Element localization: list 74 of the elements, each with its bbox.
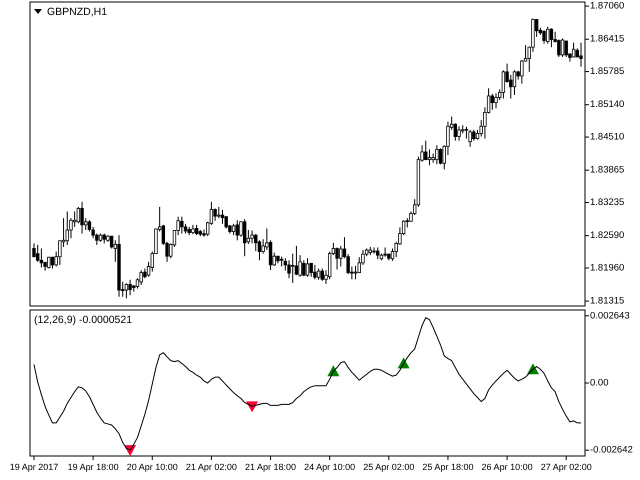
candlestick <box>220 209 224 224</box>
candlestick <box>72 211 76 228</box>
candlestick <box>76 206 80 224</box>
candlestick <box>32 242 36 258</box>
candlestick <box>250 230 254 244</box>
chart-title: (12,26,9) -0.0000521 <box>34 314 132 326</box>
candlestick <box>313 264 317 280</box>
candlestick <box>280 256 284 267</box>
chart-title: GBPNZD,H1 <box>47 6 108 18</box>
y-tick-label: 1.82590 <box>590 230 624 242</box>
x-tick-label: 25 Apr 02:00 <box>363 462 414 472</box>
y-tick-label: 1.86415 <box>590 34 624 45</box>
candlestick <box>217 206 220 219</box>
candlestick <box>383 246 387 258</box>
candlestick <box>542 30 546 44</box>
candlestick <box>47 256 50 270</box>
candlestick <box>431 152 435 164</box>
y-tick-label: -0.002642 <box>590 444 633 456</box>
candlestick <box>232 223 236 236</box>
candlestick <box>457 126 461 142</box>
candlestick <box>236 220 239 241</box>
y-tick-label: 1.83865 <box>590 164 624 176</box>
candlestick <box>438 148 442 165</box>
candlestick <box>102 233 106 244</box>
candlestick <box>494 92 498 109</box>
candlestick <box>428 148 432 166</box>
candlestick <box>191 224 195 235</box>
candlestick <box>180 216 184 234</box>
x-tick-label: 19 Apr 18:00 <box>68 462 119 472</box>
candlestick <box>354 265 358 280</box>
x-tick-label: 21 Apr 02:00 <box>186 462 237 472</box>
candlestick <box>468 129 472 148</box>
candlestick <box>520 60 524 84</box>
y-tick-label: 1.85140 <box>590 99 624 110</box>
candlestick <box>579 42 583 68</box>
x-tick-label: 25 Apr 18:00 <box>422 462 474 472</box>
candlestick <box>316 268 320 280</box>
y-tick-label: 1.87060 <box>590 0 624 12</box>
x-tick-label: 20 Apr 10:00 <box>126 462 178 472</box>
candlestick <box>50 256 54 270</box>
candlestick <box>309 262 313 278</box>
y-tick-label: 1.81960 <box>590 262 624 274</box>
candlestick <box>560 38 564 58</box>
x-tick-label: 27 Apr 02:00 <box>540 462 592 472</box>
y-tick-label: 0.00 <box>590 378 608 389</box>
candlestick <box>302 260 306 277</box>
candlestick <box>66 211 69 246</box>
candlestick <box>472 129 476 142</box>
candlestick <box>213 208 217 222</box>
y-tick-label: 0.002643 <box>590 310 630 322</box>
candlestick <box>490 93 494 110</box>
x-tick-label: 26 Apr 10:00 <box>482 462 533 472</box>
candlestick <box>564 40 568 58</box>
candlestick <box>40 248 44 268</box>
candlestick <box>376 246 380 260</box>
candlestick <box>546 26 550 44</box>
candlestick <box>550 28 554 48</box>
candlestick <box>80 201 84 234</box>
x-tick-label: 21 Apr 18:00 <box>245 462 296 472</box>
candlestick <box>320 268 324 282</box>
candlestick <box>139 270 143 286</box>
candlestick <box>572 42 576 58</box>
candlestick <box>335 246 339 270</box>
x-tick-label: 24 Apr 10:00 <box>304 462 356 472</box>
y-tick-label: 1.81315 <box>590 296 624 307</box>
candlestick <box>242 218 246 257</box>
y-tick-label: 1.85785 <box>590 66 624 78</box>
y-tick-label: 1.83235 <box>590 197 624 208</box>
candlestick <box>124 282 128 299</box>
candlestick <box>128 279 132 296</box>
y-tick-label: 1.84510 <box>590 132 624 143</box>
x-tick-label: 19 Apr 2017 <box>10 462 58 472</box>
candlestick <box>435 144 439 165</box>
candlestick <box>194 224 198 236</box>
